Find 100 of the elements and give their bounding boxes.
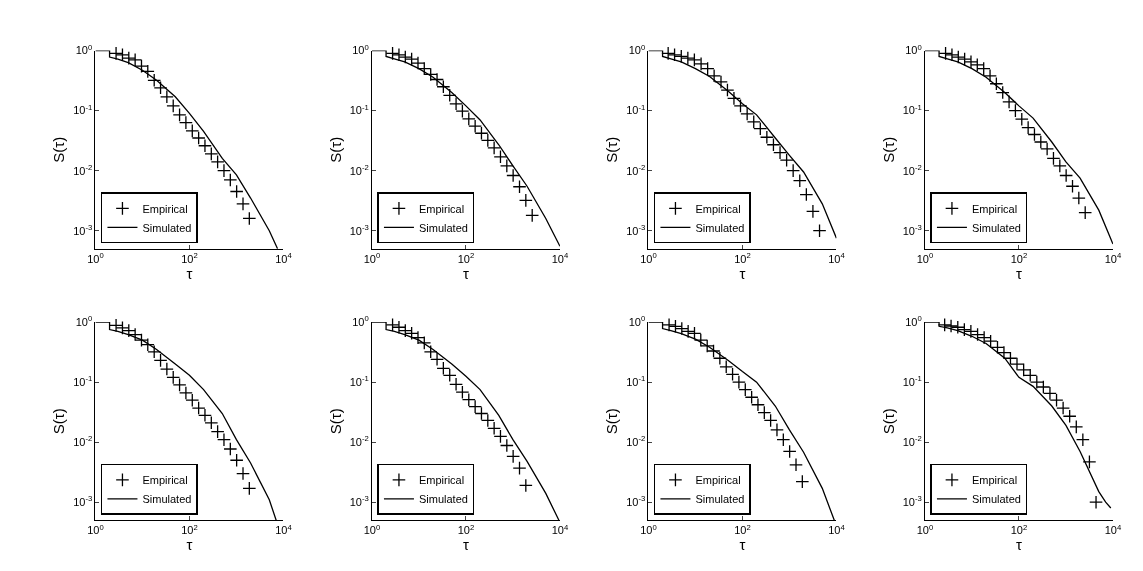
y-tick-label: 10$^{-3}$ bbox=[902, 222, 922, 237]
y-tick-label: 10$^{-2}$ bbox=[902, 434, 922, 449]
legend-label: Empirical bbox=[971, 202, 1018, 215]
legend-label: Empirical bbox=[142, 474, 188, 487]
point bbox=[792, 173, 807, 188]
x-axis-title: τ bbox=[462, 264, 469, 282]
point bbox=[385, 317, 400, 332]
point bbox=[776, 432, 791, 447]
x-tick-label: 10$^{4}$ bbox=[1104, 522, 1122, 537]
x-tick-label: 10$^{2}$ bbox=[181, 251, 198, 265]
y-tick-label: 10$^{0}$ bbox=[628, 314, 646, 328]
x-axis-title: τ bbox=[186, 536, 193, 554]
legend-label: Simulated bbox=[971, 221, 1021, 234]
y-tick-label: 10$^{-2}$ bbox=[73, 434, 93, 449]
y-tick-label: 10$^{-1}$ bbox=[349, 102, 369, 117]
x-axis-title: τ bbox=[739, 264, 746, 282]
y-tick-label: 10$^{-3}$ bbox=[626, 494, 646, 509]
point bbox=[681, 324, 696, 339]
y-tick-label: 10$^{0}$ bbox=[352, 42, 369, 57]
y-tick-label: 10$^{-3}$ bbox=[626, 222, 646, 237]
point bbox=[1069, 419, 1084, 434]
x-tick-label: 10$^{2}$ bbox=[734, 251, 751, 265]
legend-label: Empirical bbox=[971, 474, 1018, 487]
y-tick-label: 10$^{-3}$ bbox=[349, 494, 369, 509]
x-tick-label: 10$^{2}$ bbox=[1010, 522, 1028, 537]
point bbox=[1075, 432, 1090, 447]
x-tick-label: 10$^{0}$ bbox=[87, 522, 104, 537]
point bbox=[242, 211, 257, 226]
x-axis-title: τ bbox=[1015, 264, 1022, 282]
point bbox=[109, 318, 124, 333]
point bbox=[506, 449, 521, 464]
point bbox=[1059, 168, 1074, 183]
legend-label: Empirical bbox=[418, 474, 465, 487]
y-tick-label: 10$^{0}$ bbox=[352, 314, 369, 328]
point bbox=[242, 481, 257, 496]
point bbox=[392, 47, 406, 62]
y-axis-title: S(τ) bbox=[326, 408, 344, 435]
x-tick-label: 10$^{4}$ bbox=[1104, 251, 1122, 265]
y-tick-label: 10$^{0}$ bbox=[75, 42, 93, 57]
y-tick-label: 10$^{-2}$ bbox=[626, 162, 646, 177]
x-tick-label: 10$^{4}$ bbox=[551, 251, 569, 265]
legend-label: Simulated bbox=[418, 221, 468, 234]
point bbox=[805, 204, 820, 219]
point bbox=[782, 444, 797, 459]
legend-label: Simulated bbox=[142, 493, 192, 506]
point bbox=[398, 50, 413, 65]
y-tick-label: 10$^{-1}$ bbox=[626, 374, 646, 388]
point bbox=[964, 54, 978, 69]
legend-label: Simulated bbox=[971, 493, 1021, 506]
point bbox=[950, 320, 965, 335]
x-tick-label: 10$^{0}$ bbox=[363, 251, 381, 265]
legend-label: Simulated bbox=[695, 221, 745, 234]
legend-label: Simulated bbox=[142, 221, 192, 234]
y-tick-label: 10$^{-3}$ bbox=[349, 222, 369, 237]
x-axis-title: τ bbox=[1015, 536, 1022, 554]
y-tick-label: 10$^{-1}$ bbox=[349, 374, 369, 388]
y-tick-label: 10$^{0}$ bbox=[628, 42, 646, 57]
y-tick-label: 10$^{-3}$ bbox=[73, 494, 93, 509]
y-tick-label: 10$^{-1}$ bbox=[902, 102, 922, 117]
y-axis-title: S(τ) bbox=[326, 136, 344, 163]
point bbox=[937, 317, 952, 332]
point bbox=[957, 322, 972, 337]
y-tick-label: 10$^{0}$ bbox=[75, 314, 93, 328]
y-axis-title: S(τ) bbox=[879, 136, 897, 163]
x-tick-label: 10$^{2}$ bbox=[181, 522, 198, 537]
y-tick-label: 10$^{0}$ bbox=[905, 314, 922, 328]
x-tick-label: 10$^{2}$ bbox=[457, 522, 475, 537]
x-tick-label: 10$^{0}$ bbox=[640, 522, 657, 537]
legend-label: Empirical bbox=[695, 474, 741, 487]
y-axis-title: S(τ) bbox=[603, 136, 621, 163]
y-tick-label: 10$^{-1}$ bbox=[73, 374, 93, 388]
y-axis-title: S(τ) bbox=[50, 136, 68, 163]
point bbox=[661, 46, 676, 61]
y-tick-label: 10$^{-2}$ bbox=[349, 162, 369, 177]
point bbox=[786, 163, 801, 178]
x-tick-label: 10$^{0}$ bbox=[640, 251, 657, 265]
point bbox=[674, 49, 689, 64]
legend-label: Simulated bbox=[695, 493, 745, 506]
point bbox=[945, 47, 959, 62]
point bbox=[115, 320, 130, 335]
point bbox=[938, 46, 953, 61]
point bbox=[680, 51, 695, 66]
point bbox=[236, 466, 250, 481]
x-tick-label: 10$^{2}$ bbox=[457, 251, 475, 265]
point bbox=[506, 168, 521, 183]
point bbox=[789, 457, 803, 472]
point bbox=[1078, 205, 1093, 220]
legend-label: Empirical bbox=[142, 202, 188, 215]
point bbox=[1065, 179, 1080, 194]
y-tick-label: 10$^{-1}$ bbox=[626, 102, 646, 117]
point bbox=[512, 461, 527, 476]
x-tick-label: 10$^{4}$ bbox=[551, 522, 569, 537]
x-tick-label: 10$^{0}$ bbox=[916, 522, 934, 537]
y-tick-label: 10$^{0}$ bbox=[905, 42, 922, 57]
y-tick-label: 10$^{-2}$ bbox=[73, 162, 93, 177]
point bbox=[667, 47, 682, 62]
x-tick-label: 10$^{4}$ bbox=[828, 522, 846, 537]
x-tick-label: 10$^{4}$ bbox=[275, 522, 293, 537]
legend-label: Empirical bbox=[418, 202, 465, 215]
x-tick-label: 10$^{4}$ bbox=[275, 251, 293, 265]
